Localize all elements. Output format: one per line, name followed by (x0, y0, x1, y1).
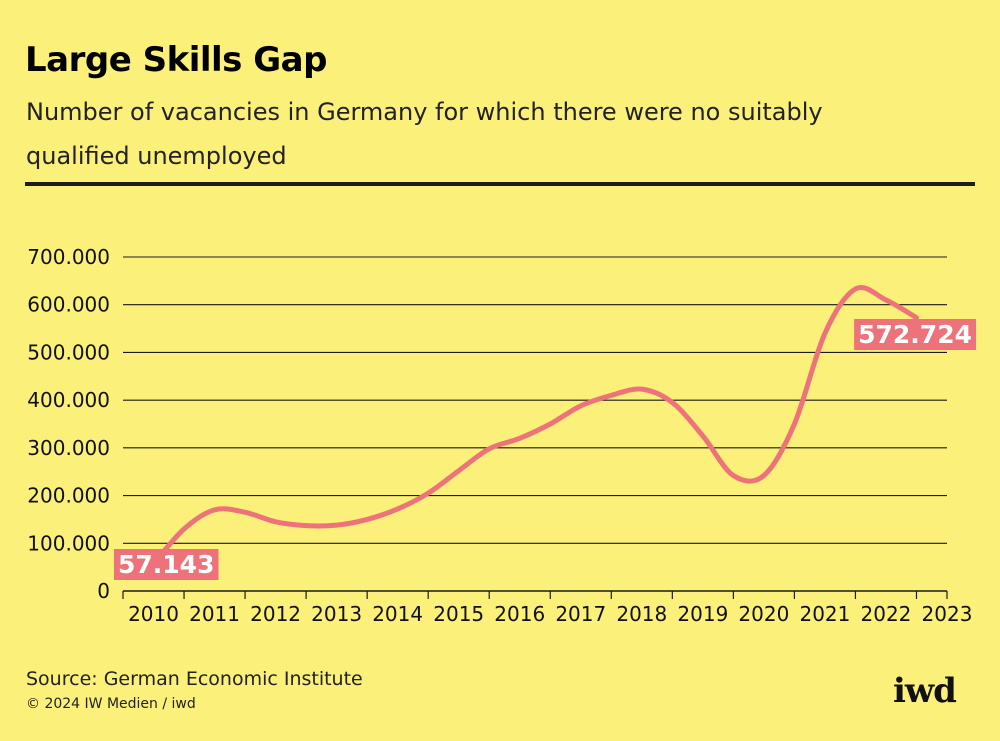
x-tick-label: 2020 (738, 602, 789, 626)
x-tick-label: 2014 (372, 602, 423, 626)
series-line (151, 285, 919, 567)
x-axis-tick-labels: 2010 2011 2012 2013 2014 2015 2016 2017 2018 2019… (122, 591, 973, 626)
series-lines (151, 285, 919, 567)
title-divider (25, 182, 975, 186)
x-tick-label: 2012 (250, 602, 301, 626)
chart-title: Large Skills Gap (25, 40, 327, 80)
y-tick-label: 500.000 (27, 340, 110, 364)
x-tick-label: 2013 (311, 602, 362, 626)
y-axis-tick-labels: 0 100.000 200.000 300.000 400.000 500.000 600.… (27, 245, 110, 603)
source-note: Source: German Economic Institute (26, 668, 363, 690)
x-tick-label: 2015 (433, 602, 484, 626)
x-tick-label: 2017 (555, 602, 606, 626)
x-tick-label: 2023 (922, 602, 973, 626)
y-tick-label: 200.000 (27, 484, 110, 508)
value-label-text: 572.724 (858, 320, 972, 349)
y-tick-label: 100.000 (27, 531, 110, 555)
value-label: 57.143 (114, 549, 219, 580)
copyright-note: © 2024 IW Medien / iwd (26, 696, 196, 712)
y-tick-label: 0 (97, 579, 110, 603)
iwd-logo: iwd (893, 671, 957, 711)
value-label: 572.724 (854, 319, 976, 350)
value-label-box (854, 319, 976, 350)
y-tick-label: 300.000 (27, 436, 110, 460)
y-tick-label: 400.000 (27, 388, 110, 412)
value-label-box (114, 549, 219, 580)
x-tick-label: 2016 (494, 602, 545, 626)
x-tick-label: 2021 (799, 602, 850, 626)
x-tick-label: 2011 (189, 602, 240, 626)
gridlines (123, 256, 947, 592)
x-tick-label: 2010 (128, 602, 179, 626)
value-labels: 57.143 572.724 (114, 319, 976, 580)
y-tick-label: 600.000 (27, 293, 110, 317)
value-label-text: 57.143 (118, 550, 214, 579)
x-tick-label: 2022 (861, 602, 912, 626)
chart-subtitle: Number of vacancies in Germany for which… (26, 98, 823, 170)
x-tick-label: 2019 (677, 602, 728, 626)
y-tick-label: 700.000 (27, 245, 110, 269)
x-tick-label: 2018 (616, 602, 667, 626)
